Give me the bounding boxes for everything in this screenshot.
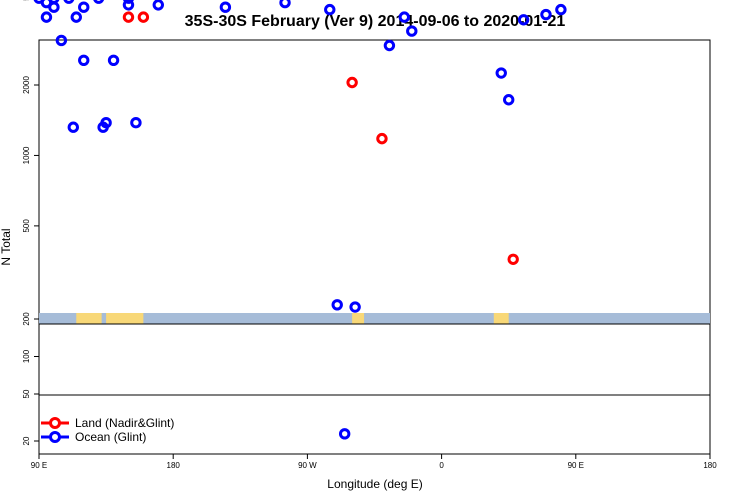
land-point [137,11,150,23]
ocean-point [70,11,82,23]
y-tick-label: 5000 [22,0,31,1]
ocean-point [406,25,418,37]
y-axis-title: N Total [0,228,13,265]
ocean-point [33,0,45,4]
land-point [376,132,388,145]
ocean-point [152,0,164,11]
map-strip-ocean [39,313,710,324]
legend-ocean-marker [49,431,61,443]
data-points [33,0,567,440]
y-tick-label: 50 [22,389,31,398]
ocean-point [48,0,60,4]
y-tick-label: 1000 [22,146,31,164]
ocean-point [55,34,68,47]
ocean-point [40,11,53,23]
ocean-point [331,299,343,311]
land-point [507,253,519,265]
ocean-point [219,1,232,13]
ocean-point [63,0,75,4]
x-axis-title: Longitude (deg E) [327,477,422,491]
ocean-point [107,54,120,67]
legend-ocean-label: Ocean (Glint) [75,430,146,444]
ocean-point [540,8,552,21]
ocean-point [123,0,134,4]
ocean-point [93,0,105,4]
ocean-point [383,39,396,52]
ocean-point [555,3,567,16]
ocean-point [338,428,351,440]
legend-land-label: Land (Nadir&Glint) [75,416,174,430]
y-tick-label: 500 [22,219,31,233]
x-axis: 90 E 180 90 W 0 90 E 180 [31,454,717,470]
ocean-point [67,121,79,133]
land-point [346,76,358,89]
ocean-point [78,1,90,13]
ocean-point [503,94,515,106]
land-point [122,11,135,23]
ocean-point [398,11,411,23]
legend: Land (Nadir&Glint) Ocean (Glint) [41,416,174,444]
ocean-point [495,67,507,79]
map-strip-land [352,313,365,324]
ocean-point [97,121,109,133]
map-strip [39,313,710,324]
ocean-point [349,301,361,313]
x-tick-label: 90 E [568,461,584,470]
y-tick-label: 200 [22,312,31,326]
y-axis: 20501002005001000200050001000020000 [22,0,39,445]
ocean-point [122,0,135,11]
chart-title: 35S-30S February (Ver 9) 2014-09-06 to 2… [185,13,566,30]
ocean-point [279,0,291,9]
map-strip-land [106,313,144,324]
x-tick-label: 0 [439,461,444,470]
y-tick-label: 2000 [22,76,31,94]
ocean-point [130,117,142,129]
x-tick-label: 90 W [298,461,317,470]
plot-frame [38,39,711,455]
y-tick-label: 100 [22,349,31,363]
x-tick-label: 180 [167,461,181,470]
ocean-point [78,54,90,67]
ocean-point [324,3,336,16]
y-tick-label: 20 [22,436,31,445]
map-strip-land [79,313,99,324]
x-tick-label: 180 [703,461,717,470]
ocean-point [517,14,530,26]
map-strip-land [493,313,509,324]
x-tick-label: 90 E [31,461,47,470]
legend-land-marker [49,417,61,429]
